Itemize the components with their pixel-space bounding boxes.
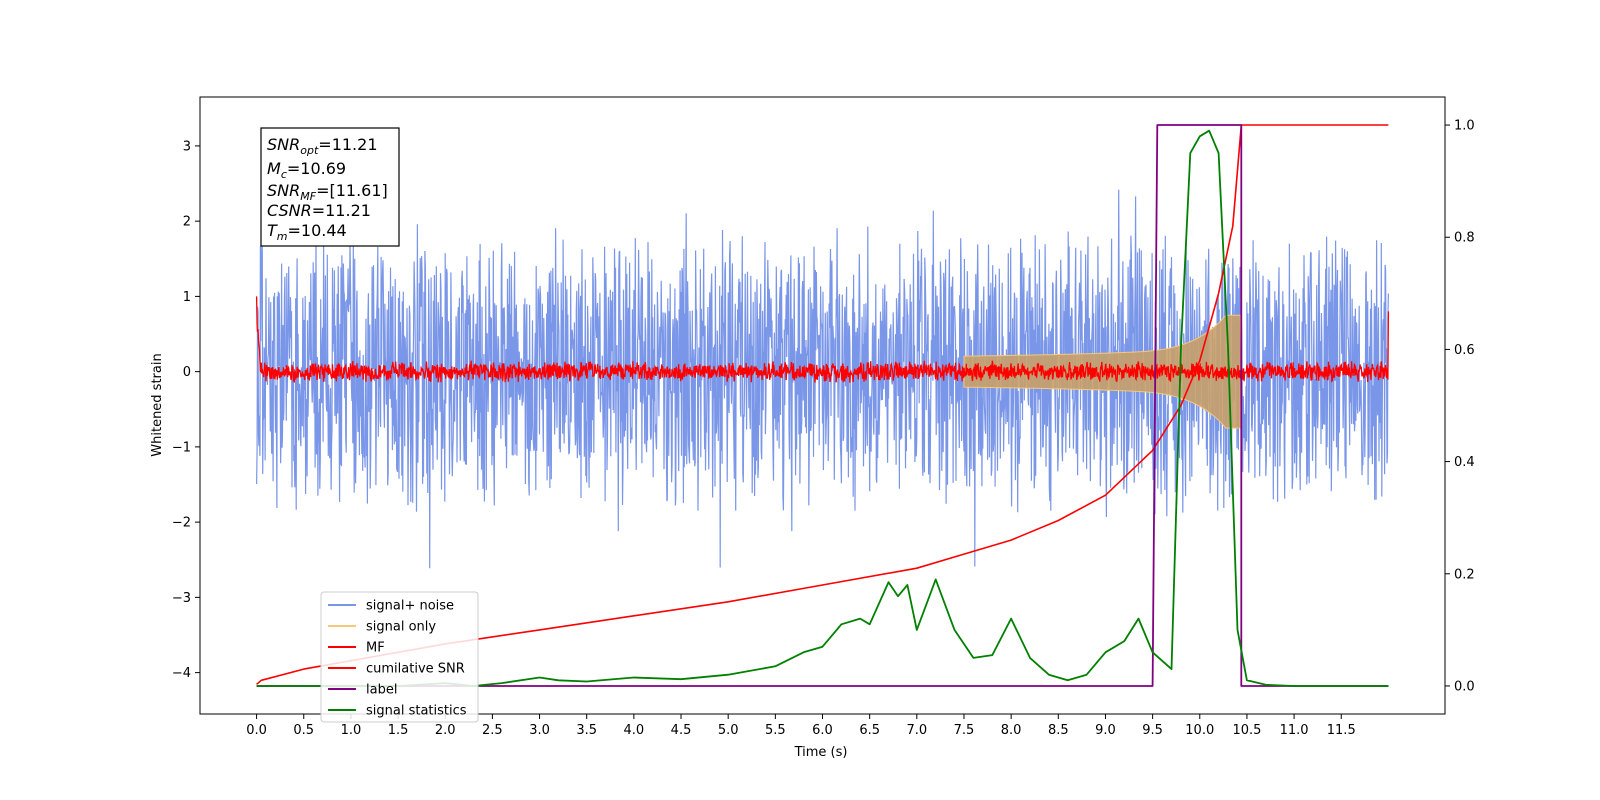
y-tick-label-left: −3: [172, 591, 191, 606]
y-tick-label-left: −1: [172, 440, 191, 455]
x-tick-label: 10.0: [1185, 723, 1214, 738]
x-tick-label: 0.5: [293, 723, 314, 738]
mc-annotation: Mc=10.69: [267, 159, 346, 181]
series-signal-noise: [256, 189, 1389, 569]
x-tick-label: 5.0: [718, 723, 739, 738]
x-tick-label: 7.5: [954, 723, 975, 738]
y-tick-label-left: 0: [183, 365, 191, 380]
y-tick-label-left: 3: [183, 139, 191, 154]
y-tick-label-right: 0.8: [1454, 231, 1475, 246]
x-tick-label: 2.5: [482, 723, 503, 738]
x-tick-label: 8.0: [1001, 723, 1022, 738]
x-tick-label: 7.0: [906, 723, 927, 738]
x-axis: 0.0 0.5 1.0 1.5 2.0 2.5 3.0 3.5 4.0 4.5 5.0 5.5 6.0 6…: [246, 714, 1356, 738]
y-tick-label-right: 0.6: [1454, 343, 1475, 358]
snr-opt-annotation: SNRopt=11.21: [267, 135, 378, 157]
x-tick-label: 9.0: [1095, 723, 1116, 738]
x-tick-label: 4.5: [671, 723, 692, 738]
legend: signal+ noise signal only MF cumilative SNR…: [320, 591, 479, 723]
y-axis-label: Whitened strain: [150, 353, 165, 456]
tm-annotation: Tm=10.44: [267, 221, 347, 243]
series-mf: [255, 296, 1390, 383]
x-axis-label: Time (s): [794, 745, 848, 760]
y-tick-label-left: 1: [183, 290, 191, 305]
legend-label: signal only: [366, 620, 436, 635]
x-tick-label: 5.5: [765, 723, 786, 738]
x-tick-label: 6.5: [859, 723, 880, 738]
y-tick-label-right: 0.4: [1454, 455, 1475, 470]
x-tick-label: 3.5: [576, 723, 597, 738]
plot-area: [255, 124, 1390, 687]
series-signal-statistics: [256, 129, 1389, 687]
y-axis-right: 1.0 0.8 0.6 0.4 0.2 0.0: [1445, 119, 1475, 694]
x-tick-label: 4.0: [624, 723, 645, 738]
x-tick-label: 1.0: [341, 723, 362, 738]
x-tick-label: 2.0: [435, 723, 456, 738]
csnr-annotation: CSNR=11.21: [267, 201, 371, 220]
y-tick-label-left: −2: [172, 516, 191, 531]
snr-mf-annotation: SNRMF=[11.61]: [267, 181, 388, 203]
y-tick-label-right: 1.0: [1454, 119, 1475, 134]
x-tick-label: 8.5: [1048, 723, 1069, 738]
legend-label: label: [366, 683, 397, 698]
x-tick-label: 11.0: [1280, 723, 1309, 738]
y-tick-label-right: 0.2: [1454, 567, 1475, 582]
legend-label: cumilative SNR: [366, 662, 465, 677]
legend-label: signal+ noise: [366, 599, 454, 614]
x-tick-label: 1.5: [388, 723, 409, 738]
x-tick-label: 6.0: [812, 723, 833, 738]
y-axis-left: 3 2 1 0 −1 −2 −3 −4: [172, 139, 200, 681]
legend-label: MF: [366, 641, 385, 656]
y-tick-label-left: −4: [172, 666, 191, 681]
info-box: SNRopt=11.21 Mc=10.69 SNRMF=[11.61] CSNR…: [260, 127, 400, 247]
y-tick-label-right: 0.0: [1454, 679, 1475, 694]
x-tick-label: 10.5: [1232, 723, 1261, 738]
x-tick-label: 0.0: [246, 723, 267, 738]
x-tick-label: 9.5: [1142, 723, 1163, 738]
x-tick-label: 3.0: [529, 723, 550, 738]
y-tick-label-left: 2: [183, 215, 191, 230]
x-tick-label: 11.5: [1327, 723, 1356, 738]
legend-label: signal statistics: [366, 704, 467, 719]
series-label: [256, 124, 1389, 687]
